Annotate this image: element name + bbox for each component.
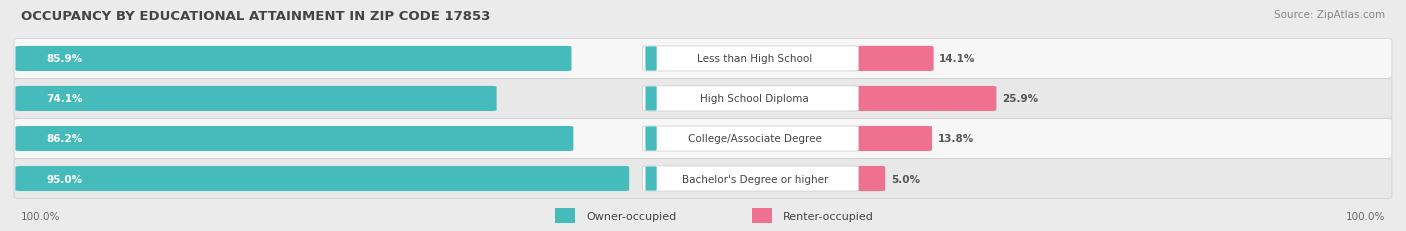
FancyBboxPatch shape bbox=[14, 79, 1392, 119]
Text: 100.0%: 100.0% bbox=[1346, 211, 1385, 221]
FancyBboxPatch shape bbox=[848, 126, 932, 151]
FancyBboxPatch shape bbox=[848, 166, 886, 191]
Text: Renter-occupied: Renter-occupied bbox=[783, 211, 875, 221]
Text: 100.0%: 100.0% bbox=[21, 211, 60, 221]
Text: College/Associate Degree: College/Associate Degree bbox=[688, 134, 821, 144]
FancyBboxPatch shape bbox=[643, 126, 859, 151]
FancyBboxPatch shape bbox=[643, 47, 859, 72]
Text: High School Diploma: High School Diploma bbox=[700, 94, 810, 104]
Text: 5.0%: 5.0% bbox=[891, 174, 920, 184]
Text: 85.9%: 85.9% bbox=[46, 54, 83, 64]
FancyBboxPatch shape bbox=[848, 87, 997, 112]
Text: 86.2%: 86.2% bbox=[46, 134, 83, 144]
Text: 13.8%: 13.8% bbox=[938, 134, 974, 144]
Text: Bachelor's Degree or higher: Bachelor's Degree or higher bbox=[682, 174, 828, 184]
FancyBboxPatch shape bbox=[848, 47, 934, 72]
Text: 95.0%: 95.0% bbox=[46, 174, 83, 184]
Text: 25.9%: 25.9% bbox=[1002, 94, 1038, 104]
FancyBboxPatch shape bbox=[15, 126, 574, 151]
FancyBboxPatch shape bbox=[14, 119, 1392, 159]
Text: Owner-occupied: Owner-occupied bbox=[586, 211, 676, 221]
FancyBboxPatch shape bbox=[15, 47, 571, 72]
FancyBboxPatch shape bbox=[752, 208, 772, 224]
FancyBboxPatch shape bbox=[645, 167, 657, 191]
FancyBboxPatch shape bbox=[645, 47, 657, 71]
FancyBboxPatch shape bbox=[14, 159, 1392, 199]
Text: Less than High School: Less than High School bbox=[697, 54, 813, 64]
Text: OCCUPANCY BY EDUCATIONAL ATTAINMENT IN ZIP CODE 17853: OCCUPANCY BY EDUCATIONAL ATTAINMENT IN Z… bbox=[21, 10, 491, 23]
FancyBboxPatch shape bbox=[14, 39, 1392, 79]
FancyBboxPatch shape bbox=[645, 127, 657, 151]
FancyBboxPatch shape bbox=[643, 166, 859, 191]
FancyBboxPatch shape bbox=[15, 87, 496, 112]
FancyBboxPatch shape bbox=[643, 87, 859, 112]
Text: 14.1%: 14.1% bbox=[939, 54, 976, 64]
FancyBboxPatch shape bbox=[645, 87, 657, 111]
FancyBboxPatch shape bbox=[555, 208, 575, 224]
Text: Source: ZipAtlas.com: Source: ZipAtlas.com bbox=[1274, 10, 1385, 20]
FancyBboxPatch shape bbox=[15, 166, 628, 191]
Text: 74.1%: 74.1% bbox=[46, 94, 83, 104]
